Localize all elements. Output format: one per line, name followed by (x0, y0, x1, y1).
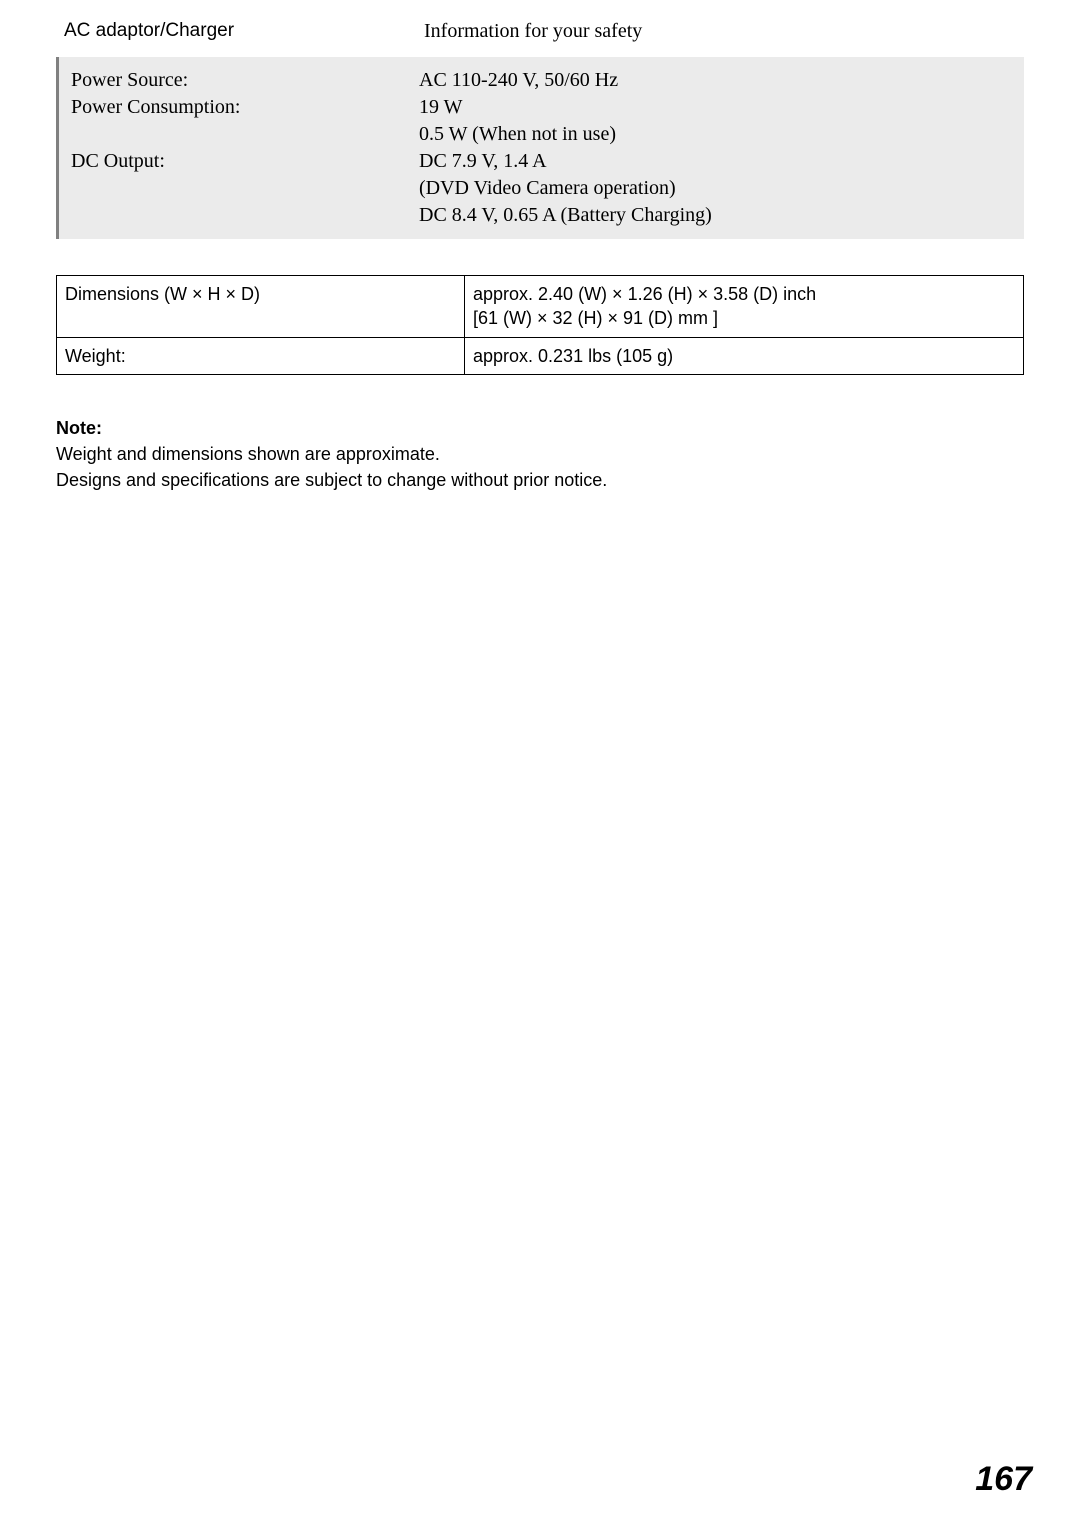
spec-value: approx. 0.231 lbs (105 g) (465, 337, 1024, 374)
info-label: Power Consumption: (71, 94, 419, 121)
info-label (71, 175, 419, 202)
info-value: 19 W (419, 94, 1016, 121)
note-line: Weight and dimensions shown are approxim… (56, 444, 440, 464)
spec-label: Dimensions (W × H × D) (57, 276, 465, 338)
info-block: Power Source: AC 110-240 V, 50/60 Hz Pow… (56, 57, 1024, 239)
header-right: Information for your safety (424, 20, 642, 43)
page-number: 167 (975, 1460, 1032, 1499)
info-value: (DVD Video Camera operation) (419, 175, 1016, 202)
info-value: 0.5 W (When not in use) (419, 121, 1016, 148)
info-row: (DVD Video Camera operation) (71, 175, 1016, 202)
table-row: Weight: approx. 0.231 lbs (105 g) (57, 337, 1024, 374)
info-row: 0.5 W (When not in use) (71, 121, 1016, 148)
note-label: Note: (56, 418, 102, 438)
info-value: AC 110-240 V, 50/60 Hz (419, 67, 1016, 94)
note-line: Designs and specifications are subject t… (56, 470, 607, 490)
info-value: DC 7.9 V, 1.4 A (419, 148, 1016, 175)
info-row: DC Output: DC 7.9 V, 1.4 A (71, 148, 1016, 175)
header-left: AC adaptor/Charger (64, 20, 424, 43)
info-row: Power Consumption: 19 W (71, 94, 1016, 121)
info-row: Power Source: AC 110-240 V, 50/60 Hz (71, 67, 1016, 94)
spec-table: Dimensions (W × H × D) approx. 2.40 (W) … (56, 275, 1024, 375)
info-value: DC 8.4 V, 0.65 A (Battery Charging) (419, 202, 1016, 229)
table-row: Dimensions (W × H × D) approx. 2.40 (W) … (57, 276, 1024, 338)
note-block: Note: Weight and dimensions shown are ap… (56, 415, 1024, 493)
info-label (71, 121, 419, 148)
spec-value: approx. 2.40 (W) × 1.26 (H) × 3.58 (D) i… (465, 276, 1024, 338)
info-label (71, 202, 419, 229)
info-label: DC Output: (71, 148, 419, 175)
info-label: Power Source: (71, 67, 419, 94)
header-row: AC adaptor/Charger Information for your … (56, 20, 1024, 43)
spec-label: Weight: (57, 337, 465, 374)
info-row: DC 8.4 V, 0.65 A (Battery Charging) (71, 202, 1016, 229)
